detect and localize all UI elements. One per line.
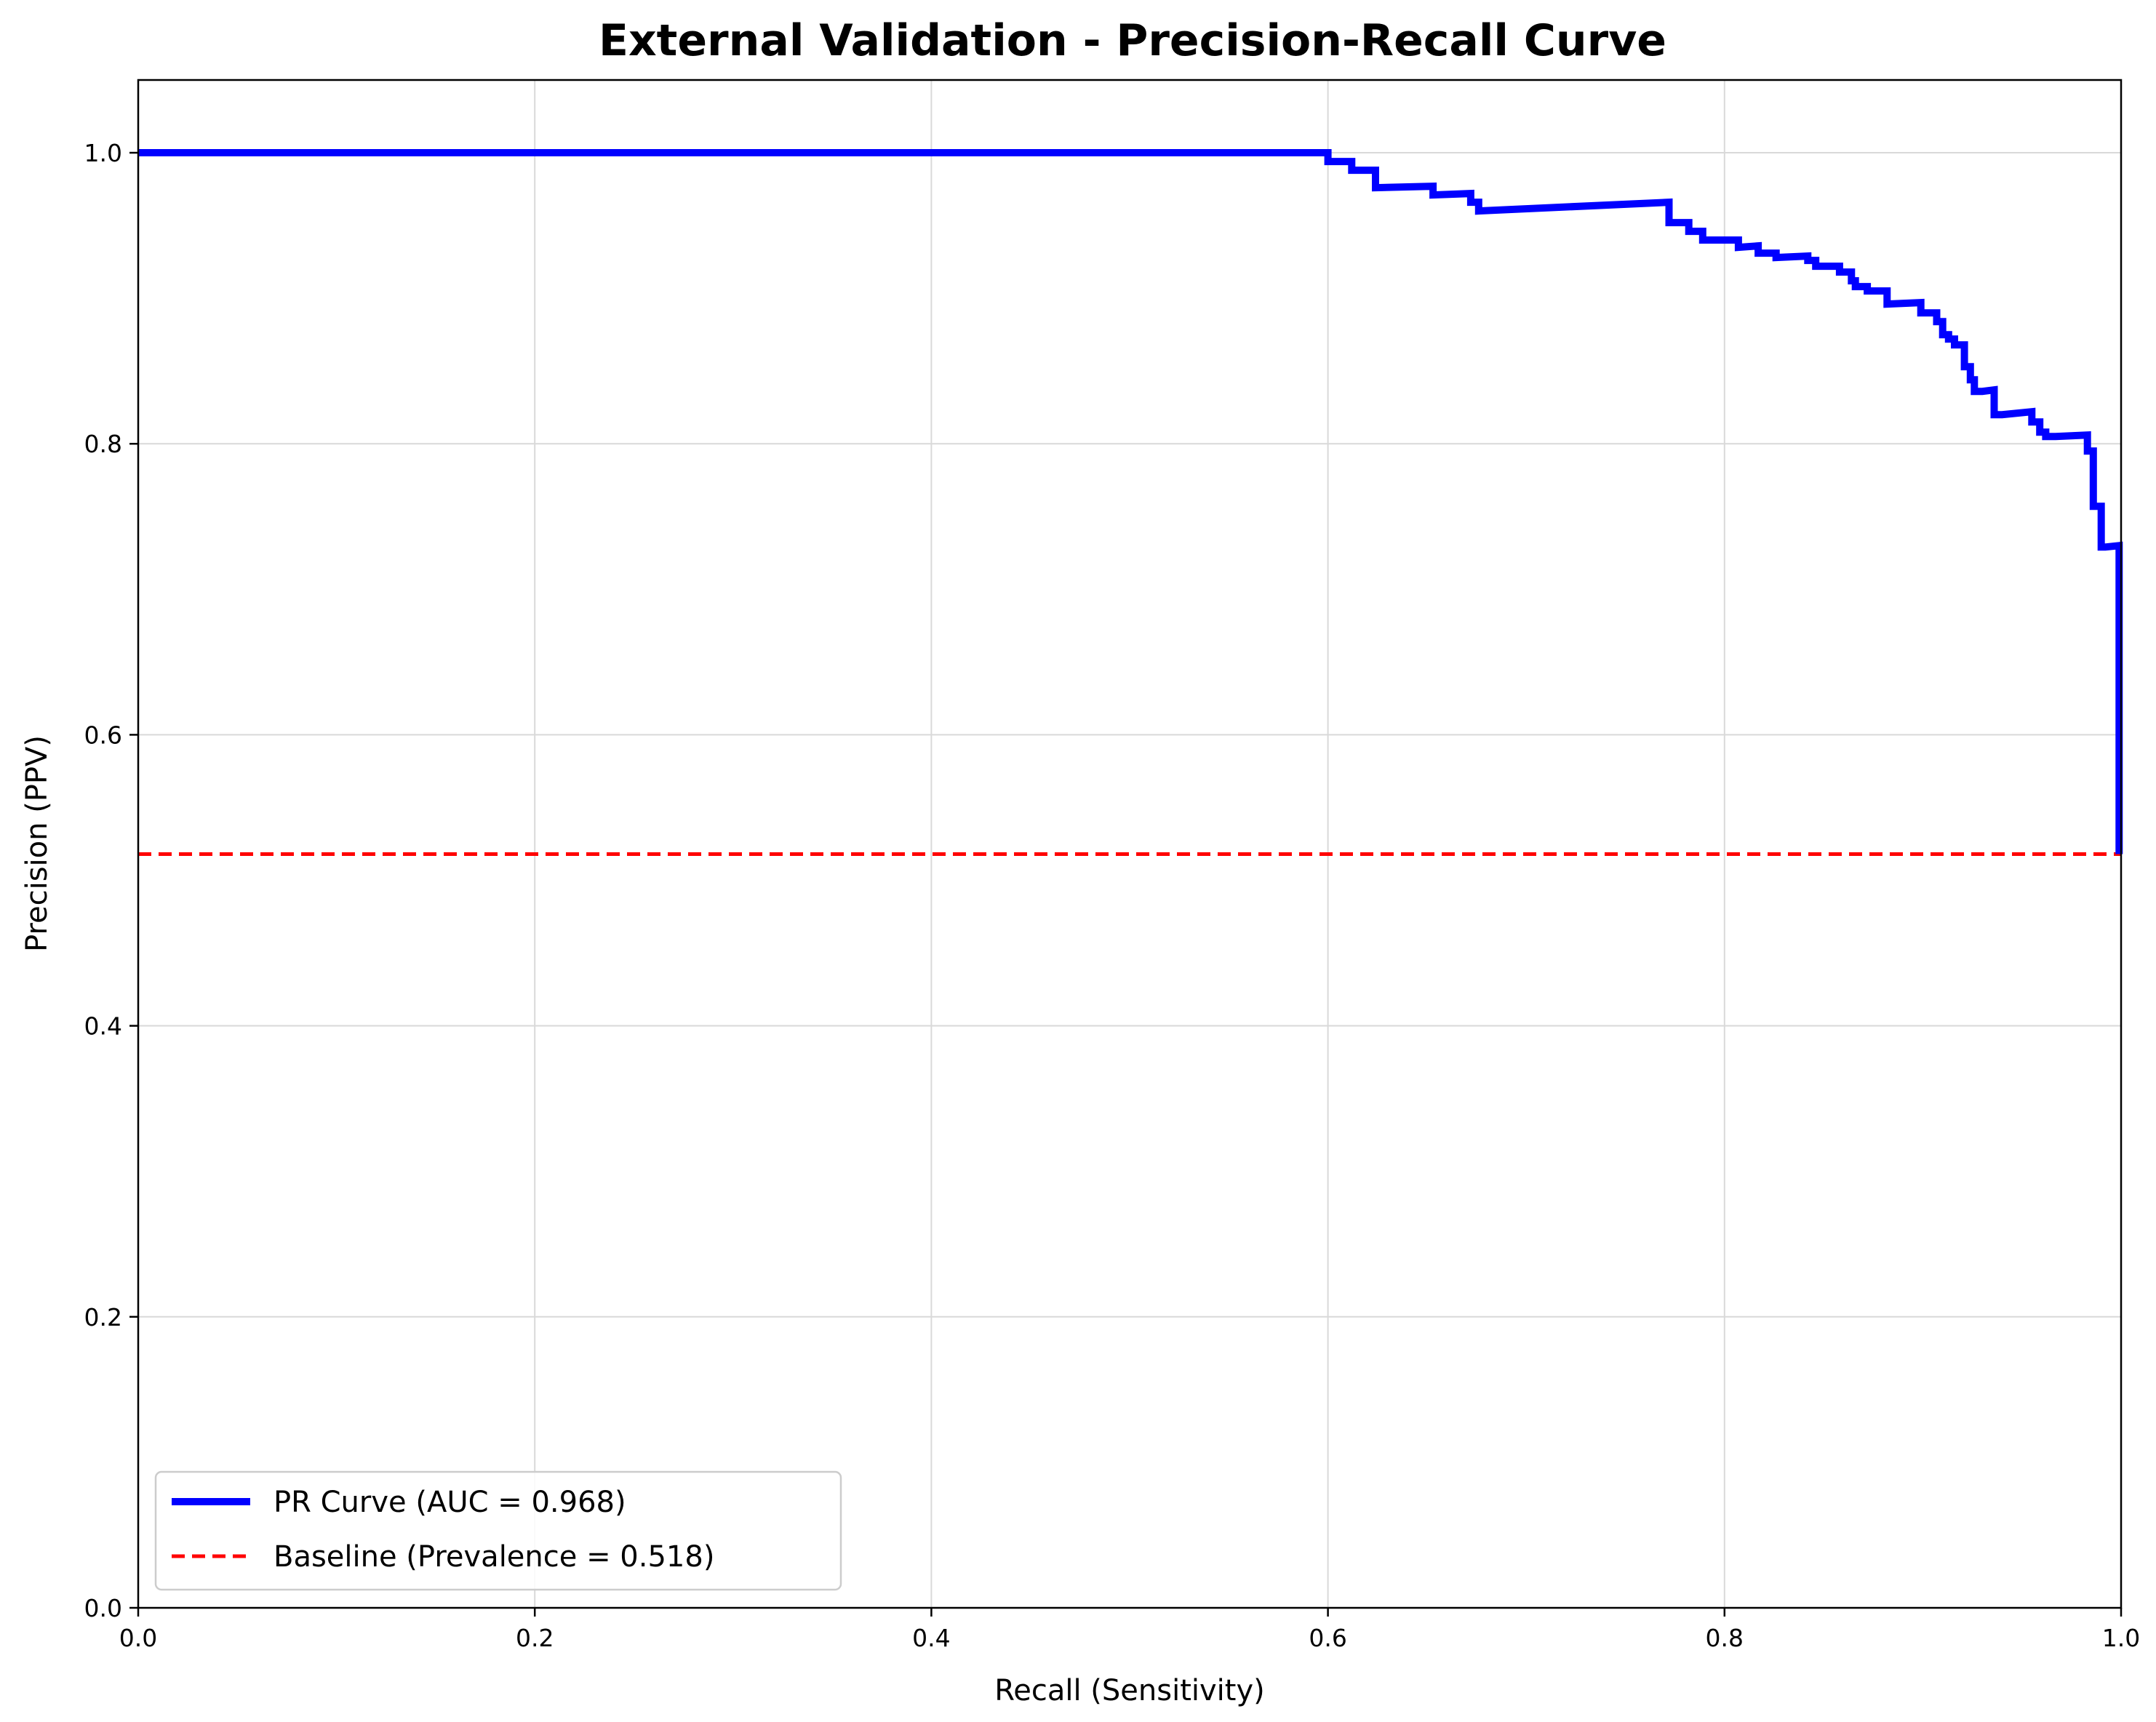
x-tick-label: 0.6 bbox=[1309, 1624, 1346, 1652]
grid bbox=[137, 80, 2122, 1609]
y-tick-label: 1.0 bbox=[84, 139, 122, 167]
y-axis-label: Precision (PPV) bbox=[20, 735, 54, 952]
legend-label-baseline: Baseline (Prevalence = 0.518) bbox=[274, 1540, 714, 1574]
x-tick-label: 0.4 bbox=[912, 1624, 950, 1652]
x-tick-label: 0.2 bbox=[516, 1624, 554, 1652]
x-axis-label: Recall (Sensitivity) bbox=[994, 1674, 1265, 1707]
x-tick-label: 0.0 bbox=[119, 1624, 157, 1652]
y-axis-ticks: 0.0 0.2 0.4 0.6 0.8 1.0 bbox=[84, 139, 138, 1622]
legend-label-pr-curve: PR Curve (AUC = 0.968) bbox=[274, 1486, 626, 1519]
plot-area bbox=[138, 149, 2123, 856]
axes-frame bbox=[137, 79, 2123, 1609]
legend: PR Curve (AUC = 0.968) Baseline (Prevale… bbox=[154, 1470, 842, 1591]
y-tick-label: 0.2 bbox=[84, 1303, 122, 1331]
y-tick-label: 0.4 bbox=[84, 1012, 122, 1041]
chart-title: External Validation - Precision-Recall C… bbox=[599, 15, 1666, 66]
x-axis-ticks: 0.0 0.2 0.4 0.6 0.8 1.0 bbox=[119, 1608, 2140, 1652]
x-tick-label: 1.0 bbox=[2102, 1624, 2140, 1652]
x-tick-label: 0.8 bbox=[1706, 1624, 1744, 1652]
y-tick-label: 0.6 bbox=[84, 721, 122, 749]
legend-box bbox=[154, 1470, 842, 1591]
series-pr-curve-line bbox=[138, 149, 2123, 854]
y-tick-label: 0.0 bbox=[84, 1594, 122, 1622]
y-tick-label: 0.8 bbox=[84, 430, 122, 458]
